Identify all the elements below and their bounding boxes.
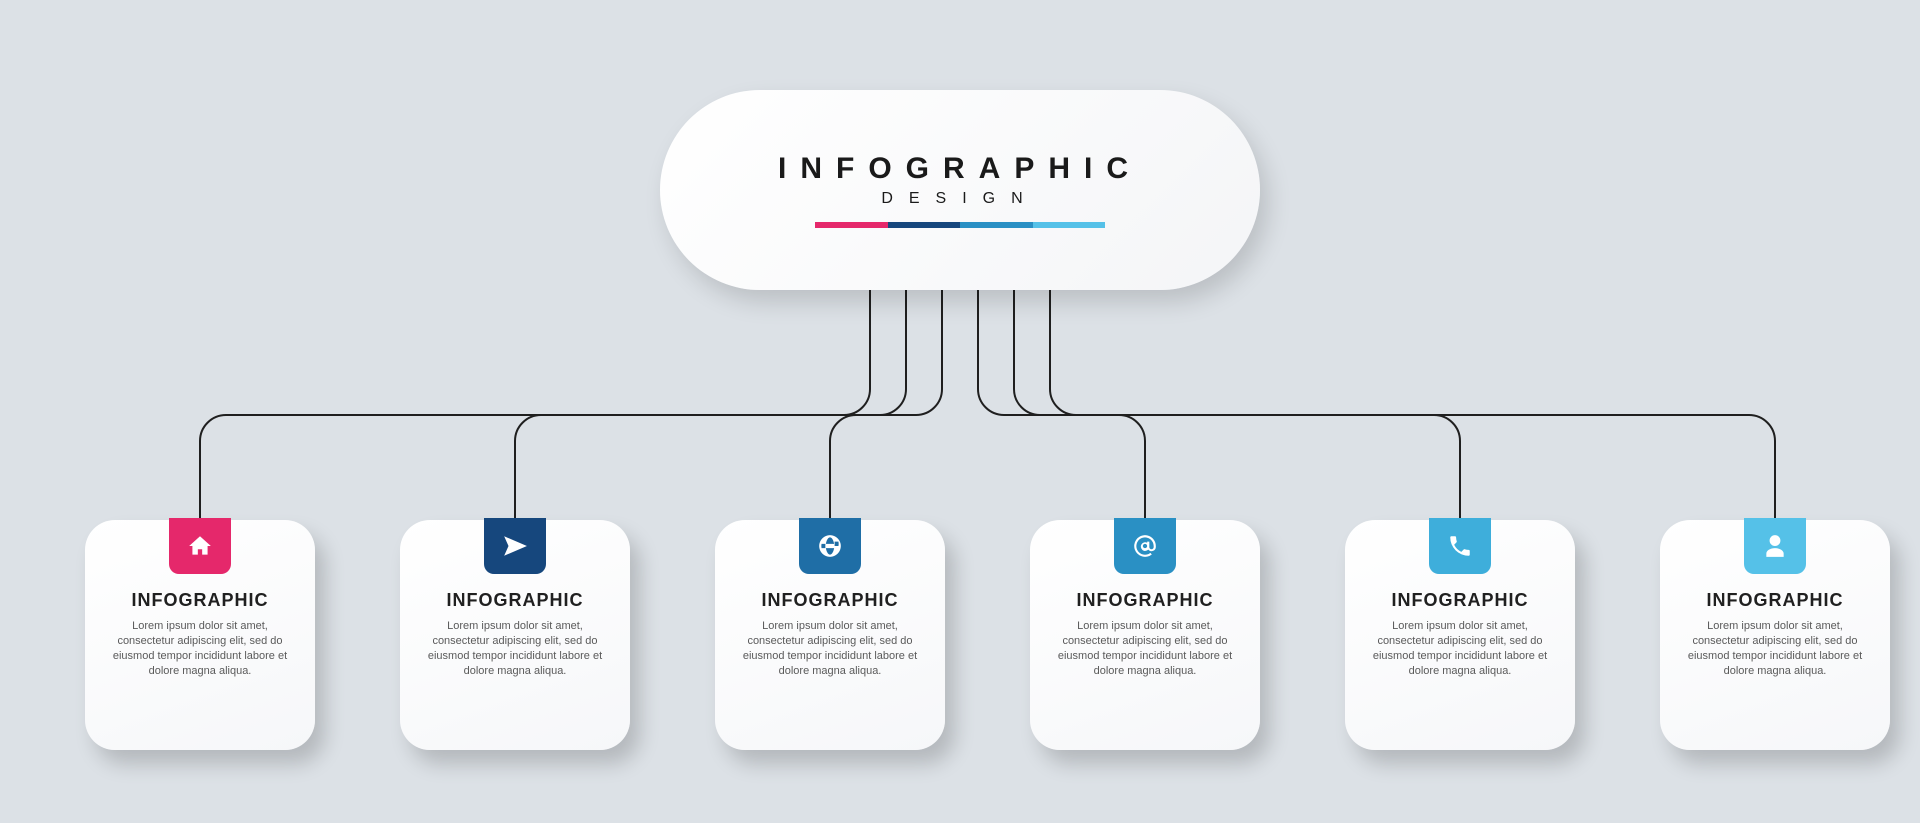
card-body: Lorem ipsum dolor sit amet, consectetur … — [1686, 619, 1864, 678]
card-body: Lorem ipsum dolor sit amet, consectetur … — [741, 619, 919, 678]
info-card-5: INFOGRAPHIC Lorem ipsum dolor sit amet, c… — [1345, 520, 1575, 750]
card-title: INFOGRAPHIC — [132, 590, 269, 611]
header-title: INFOGRAPHIC — [778, 152, 1142, 186]
header-pill: INFOGRAPHIC DESIGN — [660, 90, 1260, 290]
info-card-3: INFOGRAPHIC Lorem ipsum dolor sit amet, c… — [715, 520, 945, 750]
card-title: INFOGRAPHIC — [1392, 590, 1529, 611]
info-card-2: INFOGRAPHIC Lorem ipsum dolor sit amet, c… — [400, 520, 630, 750]
infographic-stage: INFOGRAPHIC DESIGN INFOGRAPHIC Lorem ipsu… — [0, 0, 1920, 823]
card-title: INFOGRAPHIC — [1077, 590, 1214, 611]
info-card-6: INFOGRAPHIC Lorem ipsum dolor sit amet, c… — [1660, 520, 1890, 750]
accent-bar — [815, 222, 1105, 228]
info-card-4: INFOGRAPHIC Lorem ipsum dolor sit amet, c… — [1030, 520, 1260, 750]
user-icon — [1744, 518, 1806, 574]
card-body: Lorem ipsum dolor sit amet, consectetur … — [1056, 619, 1234, 678]
card-body: Lorem ipsum dolor sit amet, consectetur … — [111, 619, 289, 678]
phone-icon — [1429, 518, 1491, 574]
card-title: INFOGRAPHIC — [447, 590, 584, 611]
card-title: INFOGRAPHIC — [762, 590, 899, 611]
card-title: INFOGRAPHIC — [1707, 590, 1844, 611]
info-card-1: INFOGRAPHIC Lorem ipsum dolor sit amet, c… — [85, 520, 315, 750]
at-icon — [1114, 518, 1176, 574]
globe-icon — [799, 518, 861, 574]
card-body: Lorem ipsum dolor sit amet, consectetur … — [426, 619, 604, 678]
card-body: Lorem ipsum dolor sit amet, consectetur … — [1371, 619, 1549, 678]
header-subtitle: DESIGN — [881, 190, 1038, 208]
home-icon — [169, 518, 231, 574]
send-icon — [484, 518, 546, 574]
